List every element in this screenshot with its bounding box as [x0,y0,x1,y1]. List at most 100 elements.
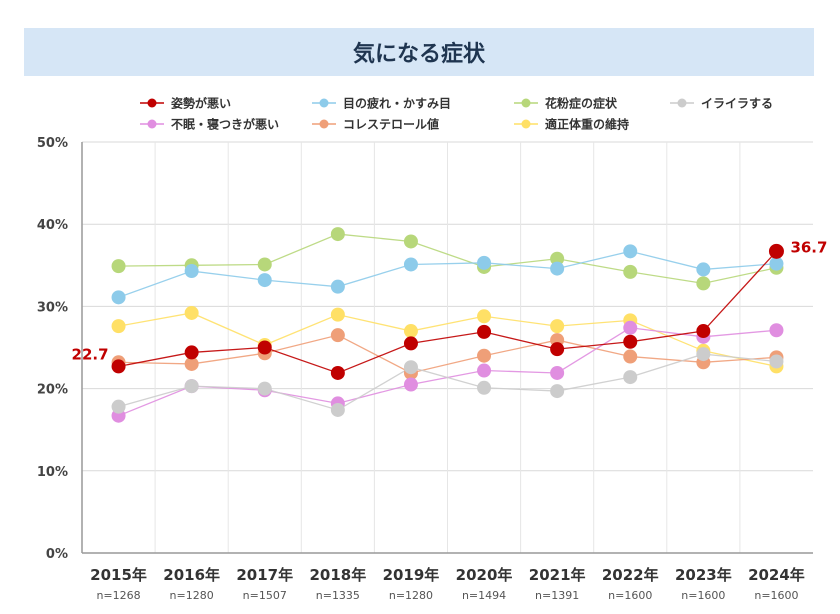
legend-label: 花粉症の症状 [545,96,618,111]
legend-entry: 花粉症の症状 [514,96,618,111]
data-point [623,349,638,364]
data-point [257,257,272,272]
data-point [111,259,126,274]
data-point [330,328,345,343]
data-point [403,257,418,272]
sample-size-label: n=1280 [389,589,433,602]
legend-label: 目の疲れ・かすみ目 [343,96,451,111]
y-tick-label: 10% [37,465,68,480]
data-point [111,290,126,305]
data-label: 36.7 [790,238,827,256]
data-point [330,365,345,380]
legend-entry: 目の疲れ・かすみ目 [312,96,451,111]
sample-size-label: n=1494 [462,589,506,602]
chart-title: 気になる症状 [352,42,485,67]
data-point [623,320,638,335]
data-point [769,354,784,369]
series-line [118,233,777,285]
data-point [403,360,418,375]
sample-size-label: n=1600 [754,589,798,602]
data-point [477,363,492,378]
data-point [184,264,199,279]
series-line [118,250,777,374]
legend-entry: 適正体重の維持 [514,117,629,132]
data-label: 22.7 [72,345,109,363]
data-point [257,381,272,396]
sample-size-label: n=1507 [243,589,287,602]
legend-label: イライラする [701,97,773,111]
legend-marker [319,119,329,129]
series-line [118,353,777,411]
x-tick-label: 2024年 [748,566,805,584]
data-point [696,262,711,277]
data-point [330,227,345,242]
data-point [403,336,418,351]
data-point [330,402,345,417]
x-tick-label: 2015年 [90,566,147,584]
series-line [118,250,777,298]
data-point [111,359,126,374]
data-point [403,234,418,249]
y-tick-label: 0% [46,547,68,562]
data-point [550,384,565,399]
legend-marker [521,98,531,108]
data-point [477,255,492,270]
data-point [184,356,199,371]
data-point [550,342,565,357]
x-tick-label: 2023年 [675,566,732,584]
sample-size-label: n=1335 [316,589,360,602]
sample-size-label: n=1600 [681,589,725,602]
sample-size-label: n=1391 [535,589,579,602]
data-point [330,307,345,322]
legend-marker [677,98,687,108]
data-point [477,324,492,339]
x-tick-label: 2016年 [163,566,220,584]
x-tick-label: 2021年 [529,566,586,584]
data-point [550,319,565,334]
sample-size-label: n=1600 [608,589,652,602]
legend-label: 適正体重の維持 [545,117,629,132]
x-tick-label: 2020年 [456,566,513,584]
y-tick-label: 20% [37,383,68,398]
data-point [111,399,126,414]
data-point [477,309,492,324]
data-point [550,251,565,266]
data-point [403,377,418,392]
y-tick-label: 50% [37,136,68,151]
legend-marker [521,119,531,129]
y-tick-label: 30% [37,300,68,315]
legend-entry: コレステロール値 [312,117,439,132]
data-point [330,279,345,294]
data-point [477,380,492,395]
data-point [623,334,638,349]
data-point [403,324,418,339]
legend-marker [319,98,329,108]
data-point [257,340,272,355]
sample-size-label: n=1268 [96,589,140,602]
chart-title-bar: 気になる症状 [24,28,814,76]
sample-size-label: n=1280 [170,589,214,602]
data-point [550,261,565,276]
data-point [477,348,492,363]
x-tick-label: 2017年 [236,566,293,584]
legend-marker [147,119,157,129]
data-point [550,365,565,380]
data-point [696,276,711,291]
x-tick-label: 2018年 [309,566,366,584]
data-point [184,345,199,360]
data-point [768,243,784,259]
data-point [696,324,711,339]
x-tick-label: 2019年 [383,566,440,584]
legend-entry: 姿勢が悪い [140,96,231,111]
data-point [769,323,784,338]
series-line [118,312,777,368]
legend-label: 姿勢が悪い [171,96,231,111]
data-point [696,347,711,362]
data-point [257,273,272,288]
data-point [623,244,638,259]
legend-marker [147,98,157,108]
data-point [769,256,784,271]
data-point [184,305,199,320]
data-point [623,264,638,279]
